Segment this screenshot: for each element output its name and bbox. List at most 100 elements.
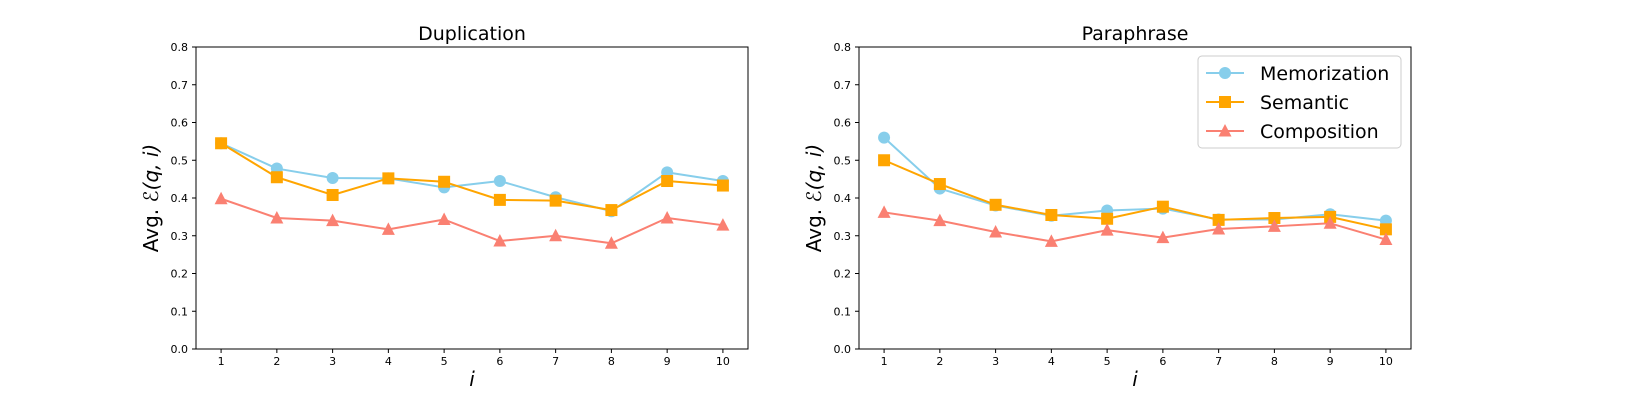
y-tick-label: 0.8 [171, 41, 189, 54]
y-tick-label: 0.8 [834, 41, 852, 54]
chart-duplication: Duplication 0.0 0.1 0.2 0.3 0.4 0.5 0.6 0.7 0.8 1 2… [139, 23, 749, 391]
data-point-semantic [989, 198, 1002, 211]
x-tick-label: 3 [329, 355, 336, 368]
plot-frame [858, 46, 1412, 350]
y-tick-label: 0.7 [834, 79, 852, 92]
series-line-composition [220, 197, 724, 245]
x-tick-label: 9 [664, 355, 671, 368]
x-tick-label: 7 [1215, 355, 1222, 368]
chart-title: Duplication [418, 23, 526, 45]
data-point-semantic [661, 175, 674, 188]
series-line-memorization [883, 136, 1387, 222]
data-point-semantic [215, 137, 228, 150]
y-tick-label: 0.1 [834, 305, 852, 318]
data-point-composition [1379, 232, 1393, 246]
x-tick-label: 10 [1379, 355, 1393, 368]
y-tick-label: 0.6 [171, 117, 189, 130]
data-point-semantic [716, 179, 729, 192]
x-tick-label: 3 [992, 355, 999, 368]
x-tick-label: 2 [273, 355, 280, 368]
x-tick-label: 1 [881, 355, 888, 368]
data-point-semantic [878, 154, 891, 167]
series-line-memorization [220, 142, 724, 213]
data-point-semantic [1045, 208, 1058, 221]
data-point-semantic [270, 171, 283, 184]
y-axis-label: Avg. ℰ(q, i) [139, 144, 163, 252]
y-tick-label: 0.6 [834, 117, 852, 130]
y-tick-label: 0.7 [171, 79, 189, 92]
x-axis-label: i [469, 367, 475, 391]
legend-marker-memorization [1219, 67, 1231, 79]
data-point-composition [381, 222, 395, 235]
x-tick-label: 6 [1159, 355, 1166, 368]
y-axis-label-math: ℰ(q, i) [802, 144, 826, 203]
data-point-composition [1100, 223, 1114, 236]
x-tick-label: 4 [1048, 355, 1055, 368]
y-tick-label: 0.2 [171, 268, 189, 281]
y-tick-label: 0.0 [834, 343, 852, 356]
data-point-composition [877, 205, 891, 218]
x-tick-label: 10 [716, 355, 730, 368]
data-point-composition [1323, 216, 1337, 229]
data-point-composition [549, 228, 563, 242]
legend-box [1197, 55, 1402, 149]
data-point-semantic [1379, 223, 1392, 236]
y-axis-label: Avg. ℰ(q, i) [802, 144, 826, 252]
data-point-memorization [878, 131, 891, 144]
y-tick-label: 0.3 [171, 230, 189, 243]
x-axis-label: i [1132, 367, 1138, 391]
y-tick-label: 0.1 [171, 305, 189, 318]
data-point-memorization [493, 175, 506, 188]
x-tick-label: 4 [385, 355, 392, 368]
legend-label-memorization: Memorization [1260, 63, 1389, 85]
data-point-composition [1156, 230, 1170, 244]
data-point-composition [214, 191, 228, 205]
data-point-semantic [605, 204, 618, 217]
x-tick-label: 8 [608, 355, 615, 368]
x-tick-label: 7 [552, 355, 559, 368]
data-point-memorization [326, 171, 339, 184]
data-point-semantic [493, 193, 506, 206]
data-point-semantic [1212, 213, 1225, 226]
y-axis-label-prefix: Avg. [802, 202, 826, 252]
x-tick-label: 5 [441, 355, 448, 368]
legend-marker-semantic [1219, 96, 1231, 108]
data-point-composition [1267, 219, 1281, 232]
chart-title: Paraphrase [1082, 23, 1189, 45]
x-tick-label: 8 [1271, 355, 1278, 368]
data-point-composition [437, 212, 451, 226]
legend-label-composition: Composition [1260, 121, 1379, 143]
data-point-composition [1212, 221, 1226, 235]
data-point-composition [989, 224, 1003, 238]
data-point-composition [716, 218, 730, 231]
y-tick-label: 0.2 [834, 268, 852, 281]
data-point-composition [326, 213, 340, 227]
data-point-composition [493, 234, 507, 247]
y-tick-label: 0.4 [171, 192, 189, 205]
data-point-composition [270, 211, 284, 224]
x-tick-label: 1 [218, 355, 225, 368]
x-tick-label: 5 [1104, 355, 1111, 368]
series-line-semantic [220, 142, 723, 212]
x-tick-label: 6 [496, 355, 503, 368]
data-point-semantic [438, 175, 451, 188]
plot-frame [195, 46, 749, 350]
data-point-composition [604, 236, 618, 249]
data-point-composition [1044, 234, 1058, 247]
legend: Memorization Semantic Composition [1197, 55, 1402, 149]
series-line-composition [883, 211, 1387, 243]
x-tick-label: 2 [936, 355, 943, 368]
data-point-semantic [1101, 212, 1114, 225]
data-point-semantic [933, 178, 946, 191]
y-tick-label: 0.3 [834, 230, 852, 243]
data-point-semantic [1156, 200, 1169, 213]
y-axis-label-math: ℰ(q, i) [139, 144, 163, 203]
chart-paraphrase: Paraphrase 0.0 0.1 0.2 0.3 0.4 0.5 0.6 0.7 0.8 1 2 3… [802, 23, 1412, 391]
y-tick-label: 0.5 [834, 154, 852, 167]
y-axis-label-prefix: Avg. [139, 202, 163, 252]
data-point-semantic [1268, 212, 1281, 225]
y-tick-label: 0.4 [834, 192, 852, 205]
series-line-semantic [883, 159, 1387, 231]
legend-marker-composition [1218, 124, 1232, 137]
